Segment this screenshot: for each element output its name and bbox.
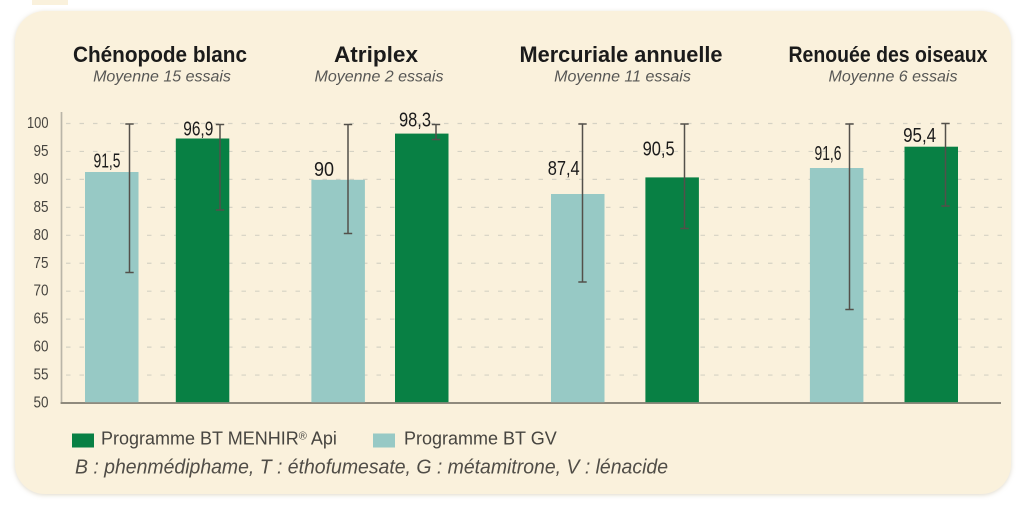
svg-text:91,6: 91,6	[815, 143, 842, 165]
svg-text:98,3: 98,3	[399, 110, 431, 132]
svg-text:Moyenne 2 essais: Moyenne 2 essais	[315, 68, 444, 85]
svg-text:Programme BT MENHIR® Api: Programme BT MENHIR® Api	[101, 429, 337, 449]
svg-text:Moyenne 15 essais: Moyenne 15 essais	[93, 68, 231, 85]
svg-text:Renouée des oiseaux: Renouée des oiseaux	[789, 42, 989, 67]
svg-text:90,5: 90,5	[643, 139, 675, 161]
svg-text:85: 85	[34, 199, 49, 216]
svg-text:95,4: 95,4	[903, 125, 936, 147]
svg-text:70: 70	[34, 283, 49, 300]
svg-text:B : phenmédiphame, T : éthofum: B : phenmédiphame, T : éthofumesate, G :…	[75, 457, 668, 479]
svg-text:50: 50	[34, 395, 49, 412]
svg-text:Chénopode blanc: Chénopode blanc	[73, 42, 247, 67]
svg-text:75: 75	[34, 255, 49, 272]
svg-text:90: 90	[34, 171, 49, 188]
svg-text:60: 60	[34, 339, 49, 356]
svg-text:Moyenne 6 essais: Moyenne 6 essais	[829, 68, 958, 85]
svg-text:87,4: 87,4	[548, 158, 580, 180]
svg-text:65: 65	[34, 311, 49, 328]
svg-text:91,5: 91,5	[94, 150, 121, 172]
svg-text:Programme BT GV: Programme BT GV	[404, 429, 557, 449]
svg-text:Mercuriale annuelle: Mercuriale annuelle	[520, 42, 723, 67]
svg-text:Atriplex: Atriplex	[334, 42, 419, 67]
svg-text:80: 80	[34, 227, 49, 244]
svg-text:100: 100	[27, 115, 49, 132]
svg-text:55: 55	[34, 367, 49, 384]
svg-text:90: 90	[314, 159, 334, 181]
svg-text:Moyenne 11 essais: Moyenne 11 essais	[554, 68, 691, 85]
svg-text:95: 95	[34, 143, 49, 160]
svg-text:96,9: 96,9	[183, 118, 213, 140]
